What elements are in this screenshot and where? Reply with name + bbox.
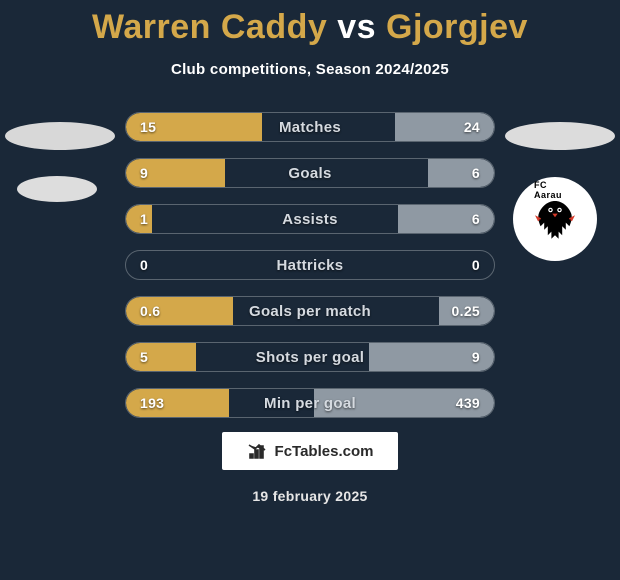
stat-row: 1 Assists 6: [125, 204, 495, 234]
stat-label: Goals per match: [249, 303, 371, 320]
chart-icon: [247, 440, 269, 462]
player1-country-badge: [5, 122, 115, 150]
stat-value-left: 0.6: [126, 303, 160, 319]
vs-text: vs: [337, 8, 376, 46]
stat-row: 5 Shots per goal 9: [125, 342, 495, 372]
stat-value-left: 193: [126, 395, 164, 411]
player2-country-badge: [505, 122, 615, 150]
date-text: 19 february 2025: [0, 488, 620, 504]
stat-value-right: 6: [472, 165, 494, 181]
stat-value-left: 5: [126, 349, 148, 365]
stat-label: Assists: [282, 211, 337, 228]
stat-value-right: 0.25: [452, 303, 494, 319]
brand-text: FcTables.com: [275, 443, 374, 460]
stat-label: Min per goal: [264, 395, 356, 412]
stat-row: 9 Goals 6: [125, 158, 495, 188]
stat-label: Matches: [279, 119, 341, 136]
eagle-icon: [528, 192, 582, 246]
stat-value-right: 0: [472, 257, 494, 273]
stat-row: 0 Hattricks 0: [125, 250, 495, 280]
stat-value-right: 24: [464, 119, 494, 135]
stat-value-right: 6: [472, 211, 494, 227]
player2-name: Gjorgjev: [386, 8, 528, 46]
stat-row: 193 Min per goal 439: [125, 388, 495, 418]
stat-value-left: 9: [126, 165, 148, 181]
subtitle: Club competitions, Season 2024/2025: [0, 61, 620, 78]
stats-list: 15 Matches 24 9 Goals 6 1 Assists 6 0 Hattricks 0 0.…: [0, 112, 620, 418]
stat-label: Hattricks: [277, 257, 344, 274]
stat-value-right: 9: [472, 349, 494, 365]
player1-club-badge: [17, 176, 97, 202]
stat-value-right: 439: [456, 395, 494, 411]
stat-row: 0.6 Goals per match 0.25: [125, 296, 495, 326]
stat-value-left: 1: [126, 211, 148, 227]
brand-badge: FcTables.com: [222, 432, 398, 470]
stat-label: Goals: [288, 165, 331, 182]
stat-label: Shots per goal: [256, 349, 364, 366]
stat-value-left: 15: [126, 119, 156, 135]
stat-row: 15 Matches 24: [125, 112, 495, 142]
stat-value-left: 0: [126, 257, 148, 273]
player1-name: Warren Caddy: [92, 8, 327, 46]
page-title: Warren Caddy vs Gjorgjev: [0, 0, 620, 47]
player2-club-badge: FC Aarau: [513, 177, 597, 261]
